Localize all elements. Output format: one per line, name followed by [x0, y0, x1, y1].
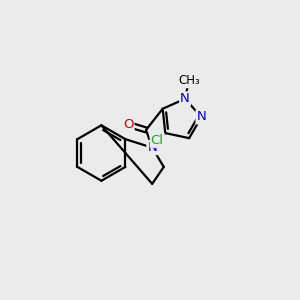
Text: N: N [196, 110, 206, 124]
Text: CH₃: CH₃ [178, 74, 200, 87]
Text: N: N [147, 141, 157, 154]
Text: Cl: Cl [151, 134, 164, 147]
Text: N: N [180, 92, 190, 105]
Text: O: O [123, 118, 134, 131]
